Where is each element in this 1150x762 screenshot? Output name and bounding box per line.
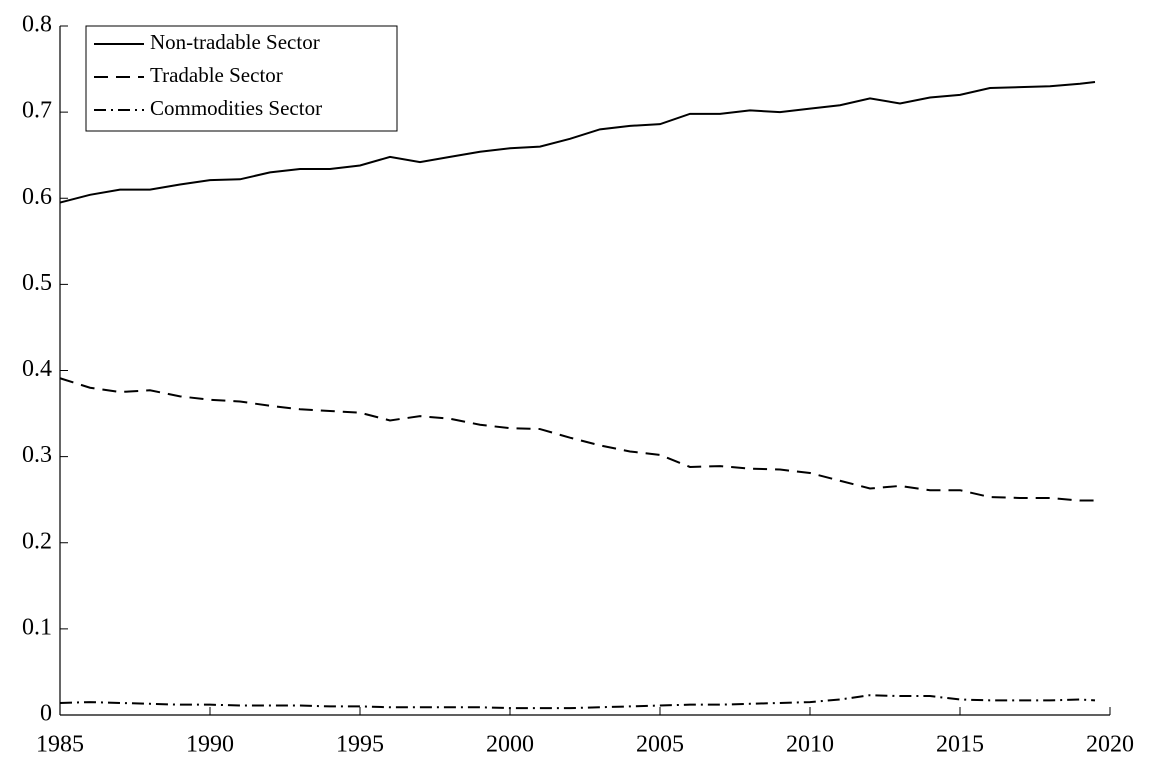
y-tick-label: 0.7 [22, 98, 52, 124]
legend-label: Non-tradable Sector [150, 30, 320, 54]
legend-label: Tradable Sector [150, 63, 283, 87]
x-tick-label: 2010 [786, 732, 834, 758]
x-tick-label: 2015 [936, 732, 984, 758]
y-tick-label: 0.2 [22, 528, 52, 554]
x-tick-label: 2005 [636, 732, 684, 758]
y-tick-label: 0.8 [22, 12, 52, 38]
y-tick-label: 0.3 [22, 442, 52, 468]
x-tick-label: 1995 [336, 732, 384, 758]
y-tick-label: 0.6 [22, 184, 52, 210]
legend-label: Commodities Sector [150, 96, 322, 120]
series-line [59, 80, 1096, 204]
x-tick-label: 1990 [186, 732, 234, 758]
x-tick-label: 2020 [1086, 732, 1134, 758]
y-tick-label: 0 [40, 701, 52, 727]
x-tick-label: 1985 [36, 732, 84, 758]
y-tick-label: 0.5 [22, 270, 52, 296]
legend: Non-tradable Sector Tradable Sector Commod… [85, 25, 398, 132]
x-tick-label: 2000 [486, 732, 534, 758]
series-line [59, 377, 1095, 502]
y-tick-label: 0.4 [22, 356, 52, 382]
series-line [59, 694, 1096, 710]
y-tick-label: 0.1 [22, 614, 52, 640]
